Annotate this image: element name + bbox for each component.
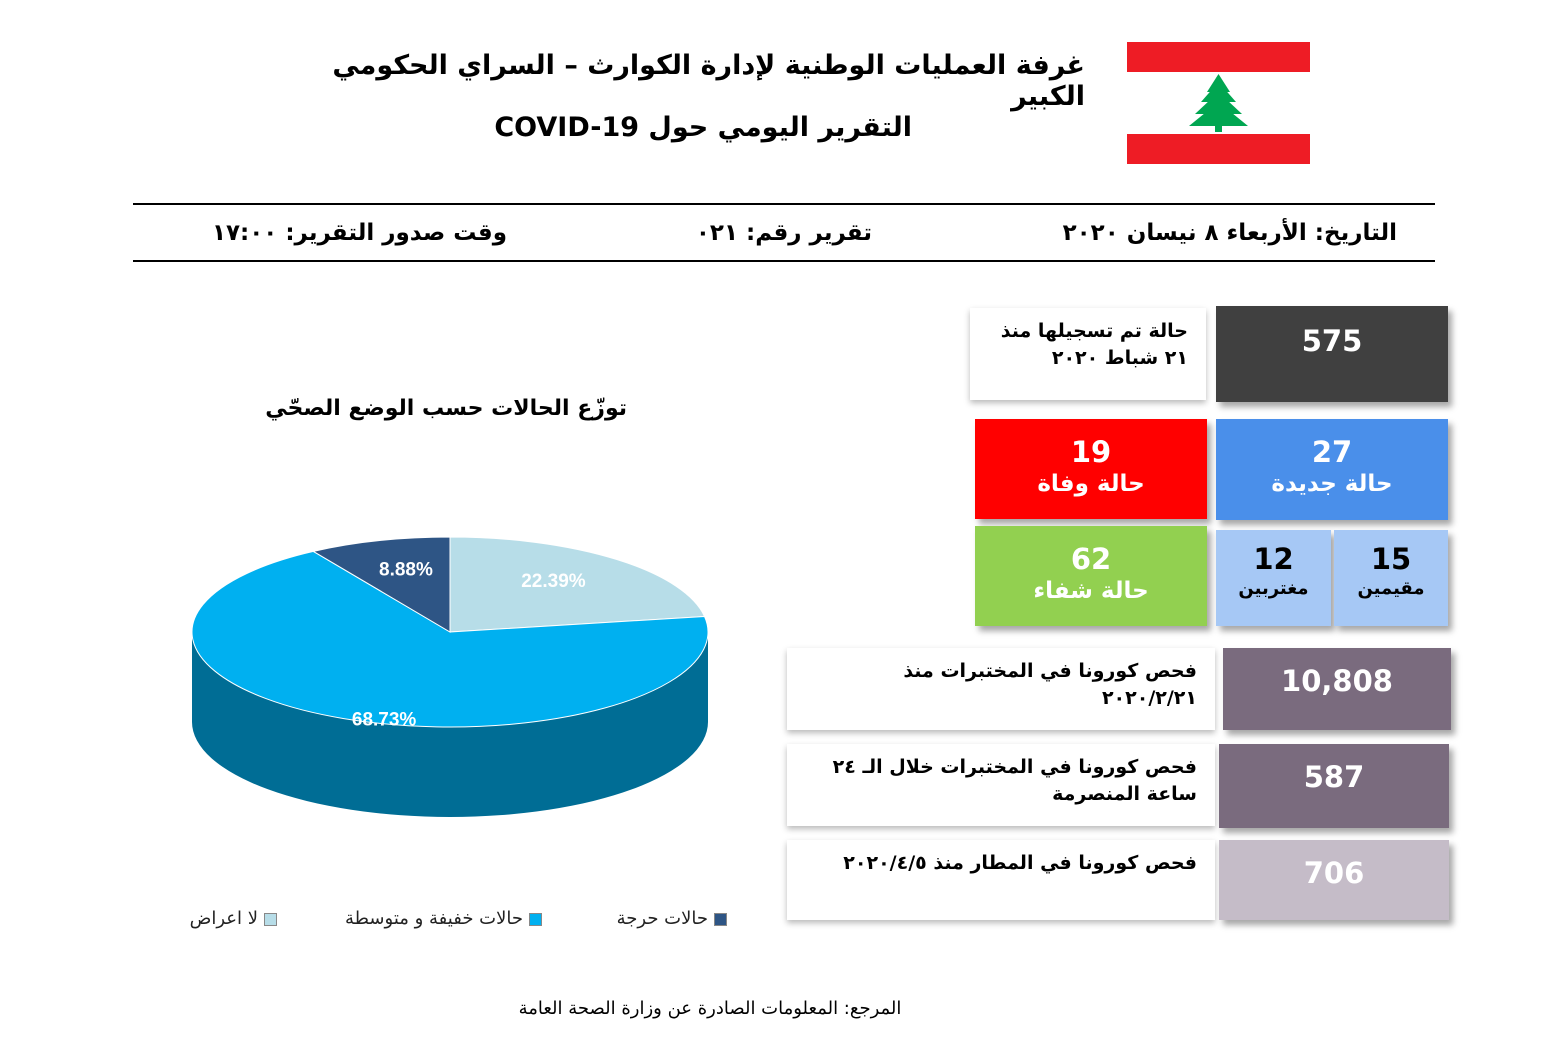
pie-slice-1 <box>191 550 709 728</box>
pie-side-1 <box>192 632 708 817</box>
bottom-rule <box>133 260 1435 262</box>
pie-label-2: 8.88% <box>379 559 433 580</box>
expats-tile: 12 مغتربين <box>1216 530 1331 626</box>
pie-slice-2 <box>312 536 451 633</box>
expats-label: مغتربين <box>1238 578 1309 599</box>
legend-item-critical: حالات حرجة <box>617 908 727 929</box>
legend-item-no-symptoms: لا اعراض <box>190 908 277 929</box>
pie-label-0: 22.39% <box>521 571 586 592</box>
residents-tile: 15 مقيمين <box>1334 530 1448 626</box>
deaths-tile: 19 حالة وفاة <box>975 419 1207 519</box>
expats-value: 12 <box>1253 542 1294 576</box>
pie-label-1: 68.73% <box>352 710 417 731</box>
labs-24h-tile: 587 <box>1219 744 1449 828</box>
new-cases-label: حالة جديدة <box>1271 471 1393 497</box>
deaths-value: 19 <box>1070 435 1112 469</box>
total-cases-label: حالة تم تسجيلها منذ ٢١ شباط ٢٠٢٠ <box>970 308 1206 400</box>
recovered-label: حالة شفاء <box>1033 578 1149 604</box>
labs-total-label: فحص كورونا في المختبرات منذ ٢٠٢٠/٢/٢١ <box>787 648 1215 730</box>
lebanon-flag-icon <box>1127 42 1310 164</box>
legend-item-mild-moderate: حالات خفيفة و متوسطة <box>345 908 542 929</box>
residents-value: 15 <box>1370 542 1412 576</box>
report-subtitle: التقرير اليومي حول COVID-19 <box>494 112 912 143</box>
airport-tests-value: 706 <box>1303 856 1365 890</box>
airport-tests-label: فحص كورونا في المطار منذ ٢٠٢٠/٤/٥ <box>787 840 1215 920</box>
report-title: غرفة العمليات الوطنية لإدارة الكوارث – ا… <box>332 50 1085 112</box>
new-cases-tile: 27 حالة جديدة <box>1216 419 1448 520</box>
health-status-pie-chart: 22.39% 68.73% 8.88% <box>191 536 709 817</box>
chart-title: توزّع الحالات حسب الوضع الصحّي <box>265 396 627 421</box>
labs-24h-label: فحص كورونا في المختبرات خلال الـ ٢٤ ساعة… <box>787 744 1215 826</box>
labs-total-tile: 10,808 <box>1223 648 1451 730</box>
labs-24h-value: 587 <box>1303 760 1365 794</box>
report-date: التاريخ: الأربعاء ٨ نيسان ٢٠٢٠ <box>1062 220 1397 246</box>
legend-swatch-critical <box>714 912 727 926</box>
labs-total-value: 10,808 <box>1281 664 1393 698</box>
residents-label: مقيمين <box>1357 578 1425 599</box>
total-cases-value: 575 <box>1301 324 1363 358</box>
recovered-tile: 62 حالة شفاء <box>975 526 1207 626</box>
source-note: المرجع: المعلومات الصادرة عن وزارة الصحة… <box>518 998 902 1019</box>
top-rule <box>133 203 1435 205</box>
total-cases-tile: 575 <box>1216 306 1448 402</box>
recovered-value: 62 <box>1070 542 1112 576</box>
legend-swatch-no-symptoms <box>264 912 277 926</box>
report-issue-time: وقت صدور التقرير: ١٧:٠٠ <box>211 220 507 246</box>
deaths-label: حالة وفاة <box>1037 471 1145 497</box>
report-number: تقرير رقم: ٠٢١ <box>695 220 872 246</box>
pie-slice-0 <box>449 536 706 633</box>
legend-swatch-mild-moderate <box>529 912 542 926</box>
new-cases-value: 27 <box>1311 435 1353 469</box>
airport-tests-tile: 706 <box>1219 840 1449 920</box>
